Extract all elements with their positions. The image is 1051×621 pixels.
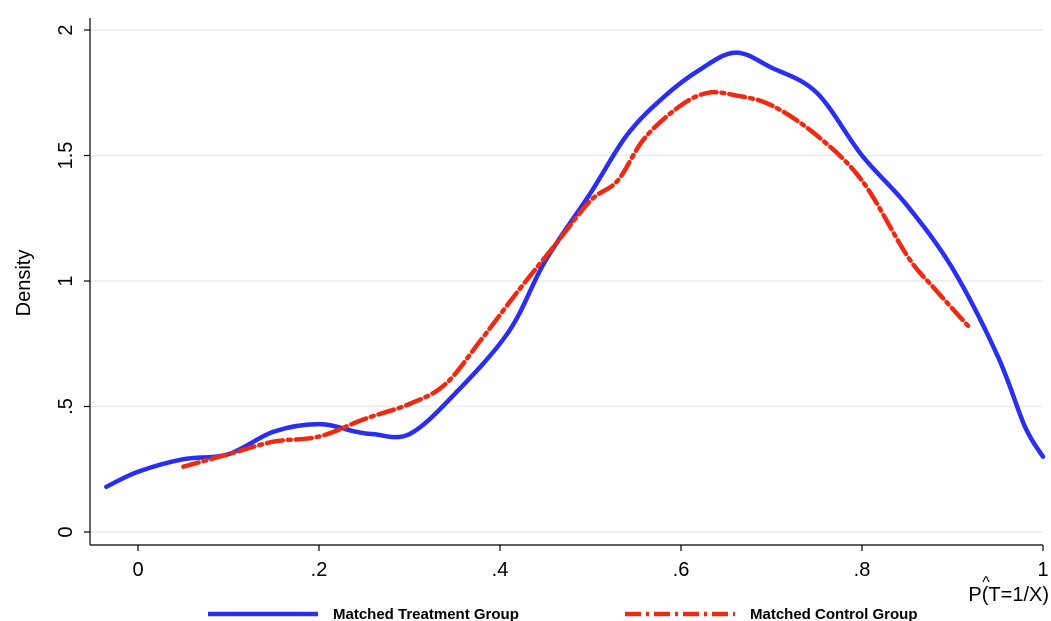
series-line-1: [181, 89, 973, 469]
y-tick-label-4: 2: [55, 24, 77, 35]
x-tick-label-2: .4: [492, 559, 509, 581]
x-tick-label-5: 1: [1037, 559, 1048, 581]
legend-label-1: Matched Control Group: [750, 606, 918, 621]
grid-lines: [90, 29, 1043, 533]
y-axis-label: Density: [13, 250, 35, 317]
y-tick-label-3: 1.5: [55, 142, 77, 170]
y-tick-label-0: 0: [55, 526, 77, 537]
x-tick-label-4: .8: [854, 559, 871, 581]
legend: Matched Treatment Group Matched Control G…: [208, 606, 918, 621]
y-tick-label-1: .5: [55, 398, 77, 415]
x-tick-label-1: .2: [311, 559, 328, 581]
legend-label-0: Matched Treatment Group: [333, 606, 519, 621]
series-group: [104, 50, 1046, 490]
tick-labels: 0 .5 1 1.5 2 0 .2 .4 .6 .8 1: [55, 24, 1049, 581]
x-axis-label: P(T=1/X): [968, 584, 1049, 606]
x-tick-label-3: .6: [673, 559, 690, 581]
y-tick-label-2: 1: [55, 275, 77, 286]
series-line-0: [104, 50, 1046, 490]
x-axis-label-hat: ^: [982, 574, 990, 591]
x-tick-label-0: 0: [132, 559, 143, 581]
